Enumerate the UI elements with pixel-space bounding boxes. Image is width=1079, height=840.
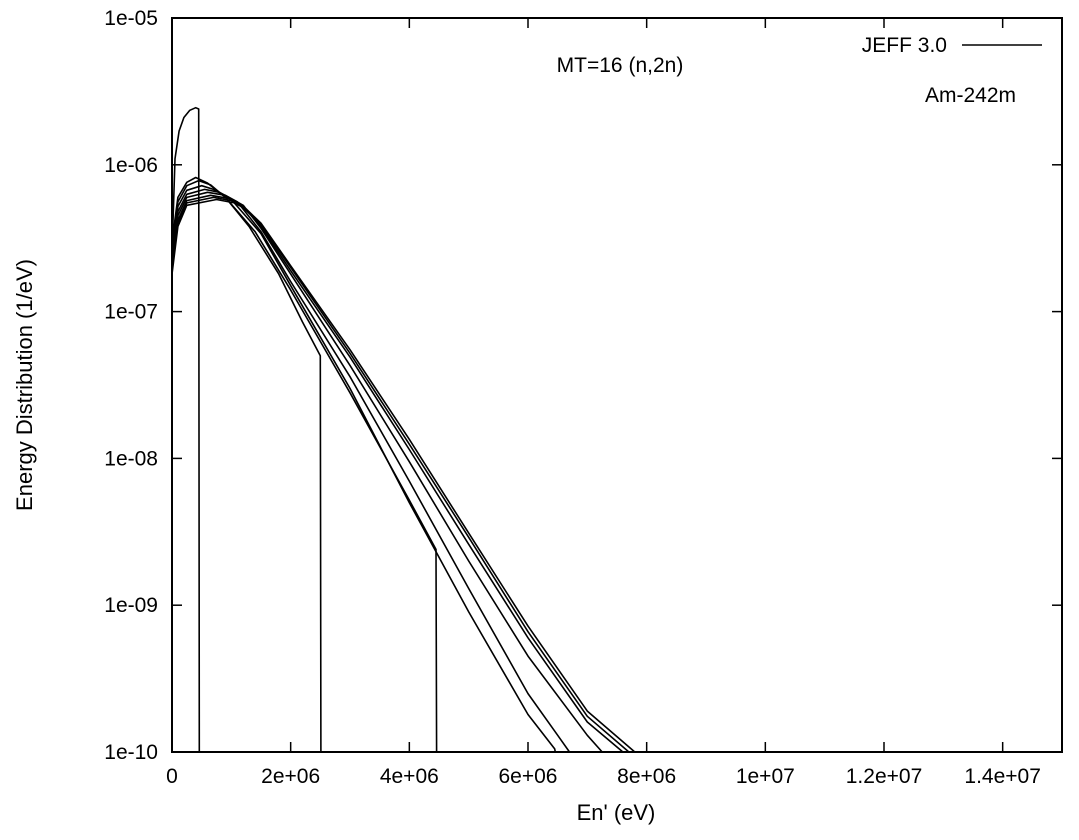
y-tick-label-3: 1e-07 bbox=[104, 301, 158, 324]
axis-ticks bbox=[171, 17, 1062, 753]
x-tick-label-0: 0 bbox=[166, 765, 178, 788]
series-line-7 bbox=[171, 194, 624, 753]
series-lines bbox=[171, 106, 636, 753]
legend-label: JEFF 3.0 bbox=[862, 34, 947, 57]
nuclide-annotation: Am-242m bbox=[925, 84, 1016, 107]
y-tick-label-5: 1e-05 bbox=[104, 7, 158, 30]
series-line-1 bbox=[171, 106, 201, 753]
series-line-6 bbox=[171, 191, 603, 753]
x-tick-label-2: 4e+06 bbox=[380, 765, 439, 788]
x-tick-label-7: 1.4e+07 bbox=[964, 765, 1041, 788]
x-tick-label-6: 1.2e+07 bbox=[846, 765, 923, 788]
series-line-8 bbox=[171, 196, 630, 753]
series-line-4 bbox=[171, 184, 557, 753]
y-tick-label-4: 1e-06 bbox=[104, 154, 158, 177]
y-axis-label: Energy Distribution (1/eV) bbox=[12, 259, 37, 511]
x-axis-label: En' (eV) bbox=[577, 800, 656, 825]
x-tick-label-5: 1e+07 bbox=[736, 765, 795, 788]
tick-labels: 0 2e+06 4e+06 6e+06 8e+06 1e+07 1.2e+07 1.4e+07… bbox=[104, 7, 1041, 788]
series-line-5 bbox=[171, 188, 571, 753]
y-tick-label-2: 1e-08 bbox=[104, 447, 158, 470]
plot-frame bbox=[171, 17, 1063, 753]
x-tick-label-3: 6e+06 bbox=[499, 765, 558, 788]
reaction-annotation: MT=16 (n,2n) bbox=[557, 54, 684, 77]
series-line-2 bbox=[171, 176, 322, 753]
x-tick-label-4: 8e+06 bbox=[617, 765, 676, 788]
x-tick-label-1: 2e+06 bbox=[261, 765, 320, 788]
series-line-9 bbox=[171, 198, 636, 753]
y-tick-label-0: 1e-10 bbox=[104, 741, 158, 764]
y-tick-label-1: 1e-09 bbox=[104, 594, 158, 617]
series-line-3 bbox=[171, 179, 438, 753]
